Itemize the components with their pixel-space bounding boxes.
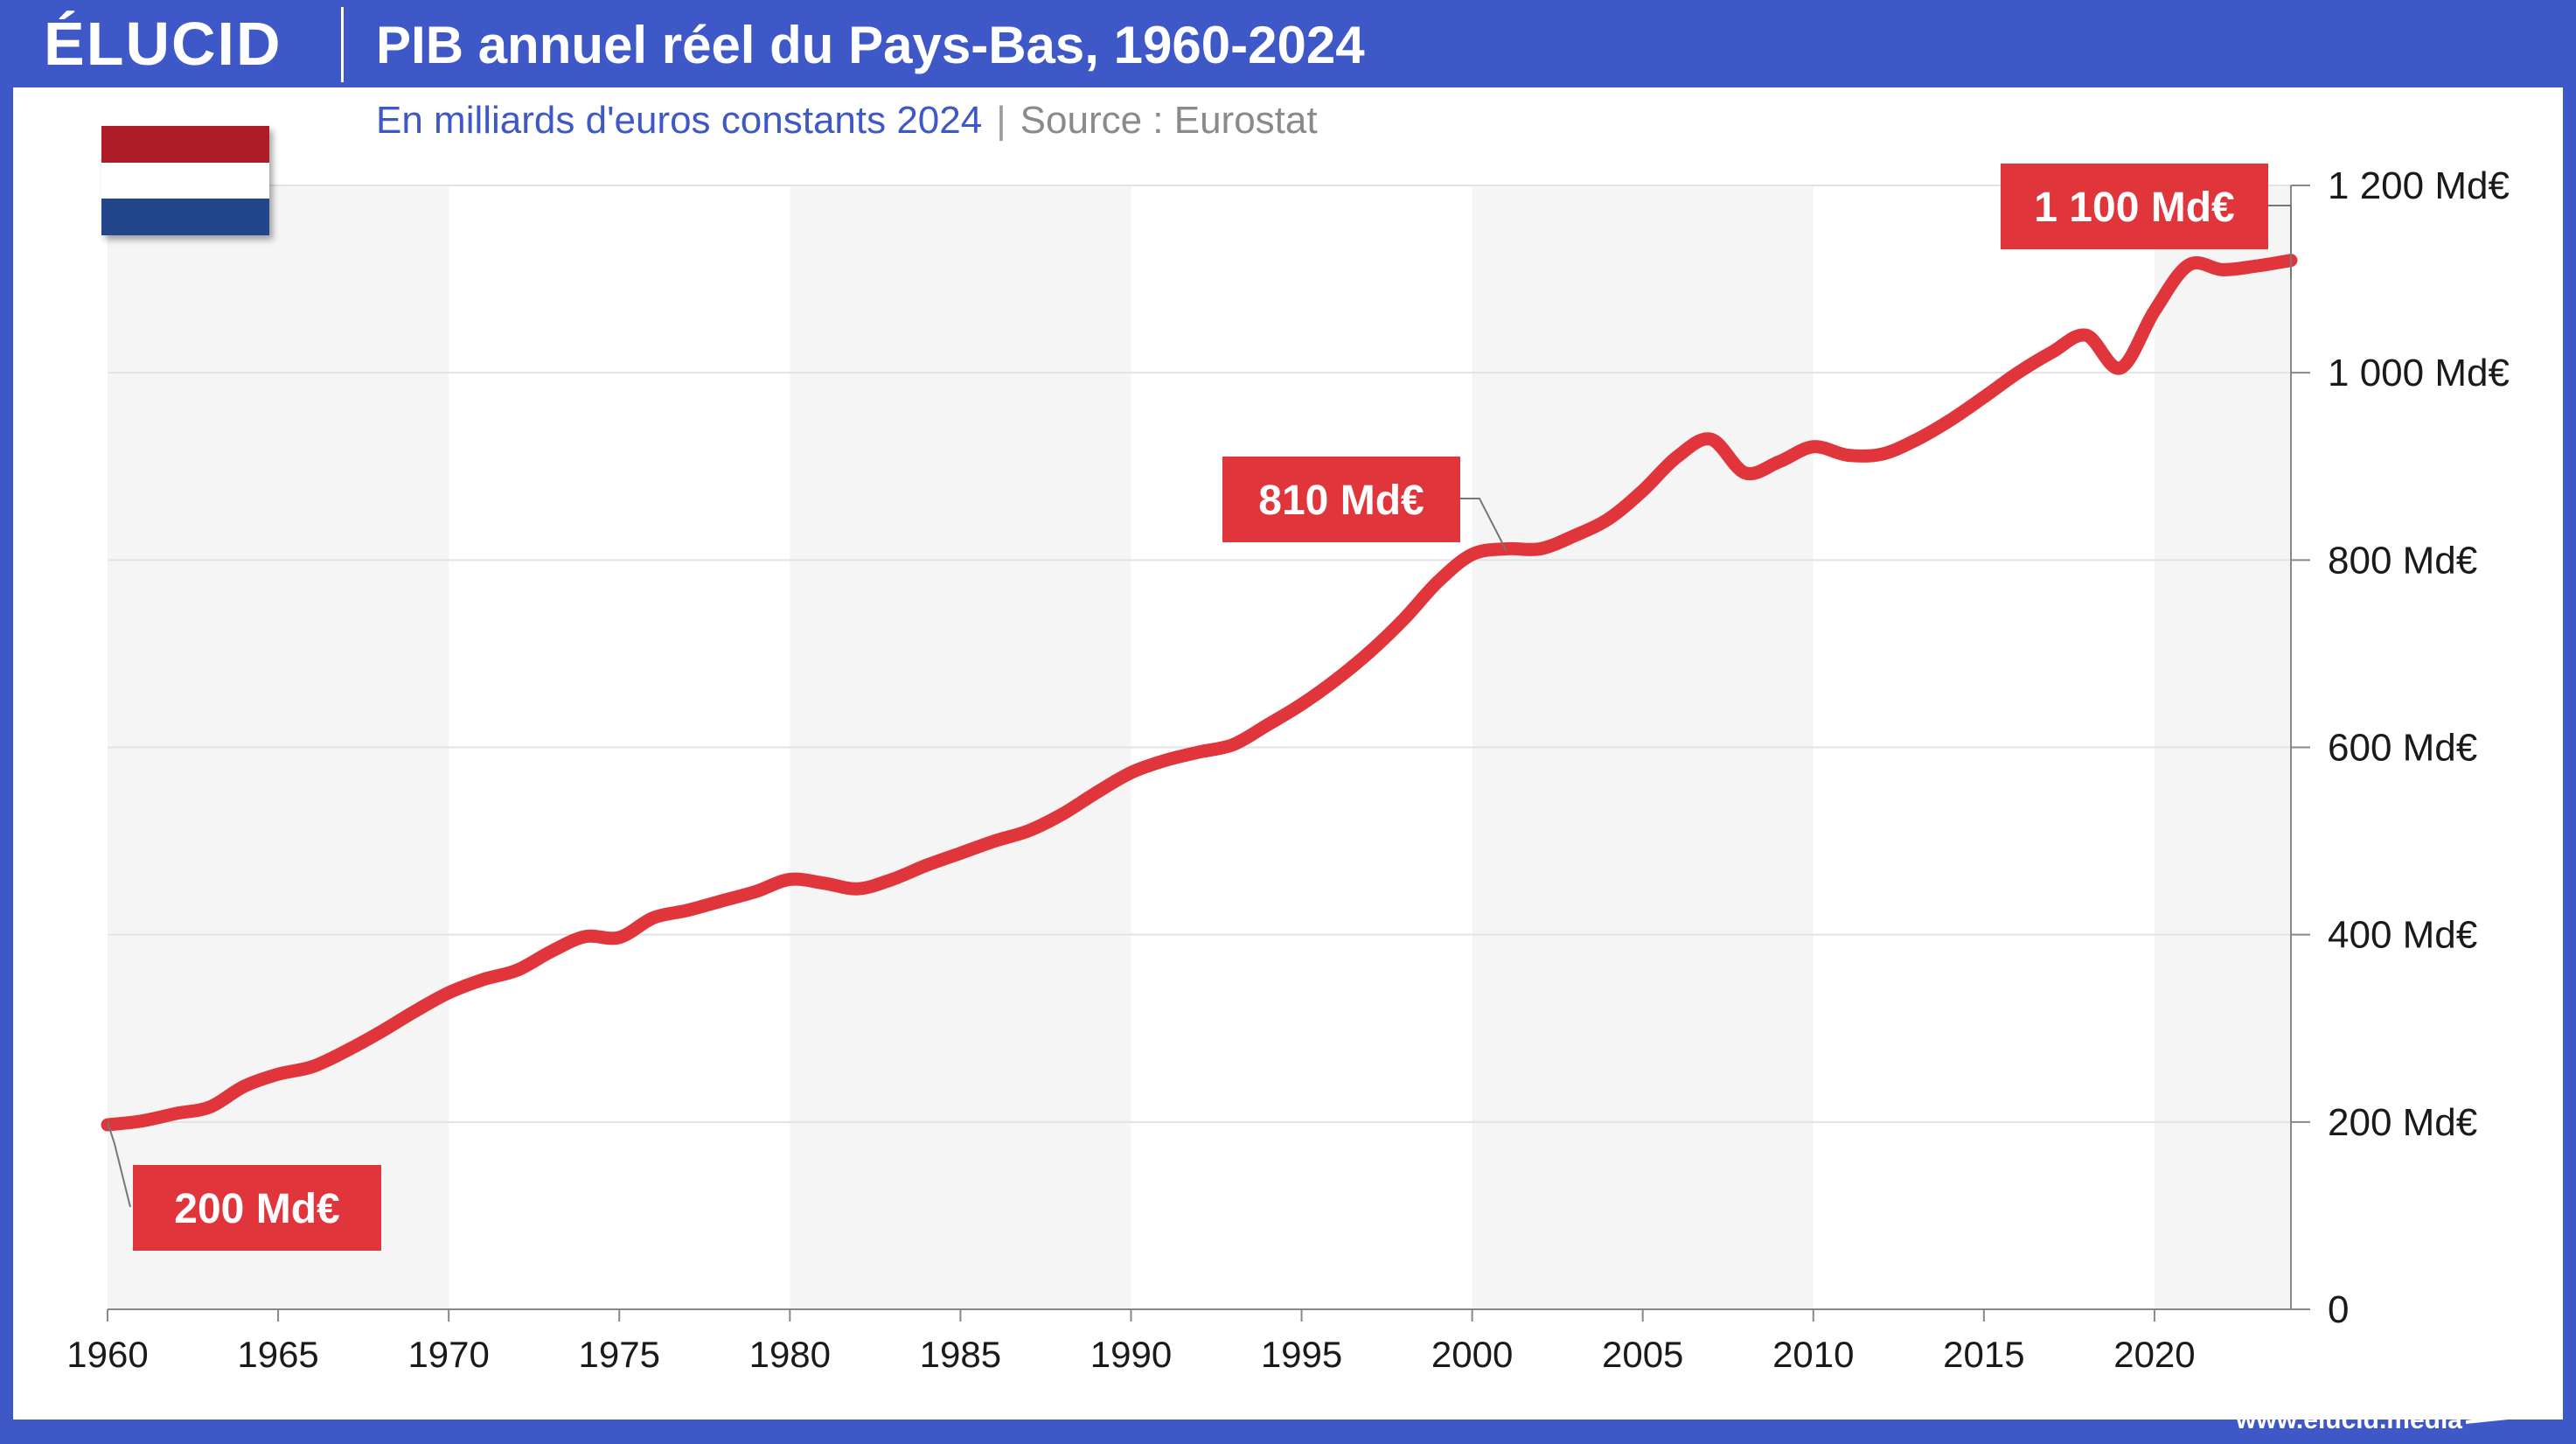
- callout-label: 1 100 Md€: [2034, 185, 2234, 231]
- x-tick-label: 2000: [1431, 1334, 1513, 1375]
- x-tick-label: 2005: [1602, 1334, 1683, 1375]
- x-tick-label: 1995: [1261, 1334, 1342, 1375]
- x-tick-label: 2020: [2113, 1334, 2195, 1375]
- y-tick-label: 200 Md€: [2328, 1101, 2477, 1144]
- callout-box: [1222, 457, 1460, 542]
- header-bar: ÉLUCID PIB annuel réel du Pays-Bas, 1960…: [0, 0, 2576, 87]
- callout-leader: [2268, 205, 2292, 280]
- callout-leader: [107, 1121, 131, 1208]
- y-tick-label: 800 Md€: [2328, 539, 2477, 582]
- callout-box: [2001, 164, 2268, 249]
- callout-box: [133, 1165, 381, 1251]
- elucid-logo: ÉLUCID: [44, 10, 282, 78]
- gdp-series-line: [101, 254, 2298, 1132]
- y-tick-label: 0: [2328, 1288, 2349, 1331]
- x-tick-label: 1970: [407, 1334, 489, 1375]
- y-tick-label: 600 Md€: [2328, 727, 2477, 770]
- x-tick-label: 1975: [579, 1334, 660, 1375]
- callout-label: 810 Md€: [1258, 478, 1424, 524]
- subtitle-separator: |: [996, 99, 1006, 142]
- elucid-mark-icon: [2466, 1394, 2517, 1424]
- unit-label: En milliards d'euros constants 2024: [376, 99, 983, 142]
- x-tick-label: 2015: [1943, 1334, 2024, 1375]
- chart-title: PIB annuel réel du Pays-Bas, 1960-2024: [376, 16, 1365, 74]
- netherlands-flag-icon: [101, 126, 269, 236]
- y-tick-label: 400 Md€: [2328, 914, 2477, 957]
- x-tick-label: 1980: [749, 1334, 831, 1375]
- y-tick-label: 1 200 Md€: [2328, 164, 2510, 207]
- callout-label: 200 Md€: [174, 1186, 339, 1232]
- x-tick-label: 1985: [920, 1334, 1001, 1375]
- x-tick-label: 1990: [1090, 1334, 1172, 1375]
- x-tick-label: 1960: [66, 1334, 148, 1375]
- x-tick-label: 2010: [1772, 1334, 1854, 1375]
- x-tick-label: 1965: [237, 1334, 318, 1375]
- callout-leader: [1460, 498, 1507, 552]
- chart-subtitle: En milliards d'euros constants 2024 | Sour…: [376, 94, 1318, 147]
- footer-url[interactable]: www.elucid.media: [2236, 1406, 2462, 1434]
- source-label: Source : Eurostat: [1020, 99, 1318, 142]
- header-divider: [341, 7, 344, 82]
- y-tick-label: 1 000 Md€: [2328, 352, 2510, 394]
